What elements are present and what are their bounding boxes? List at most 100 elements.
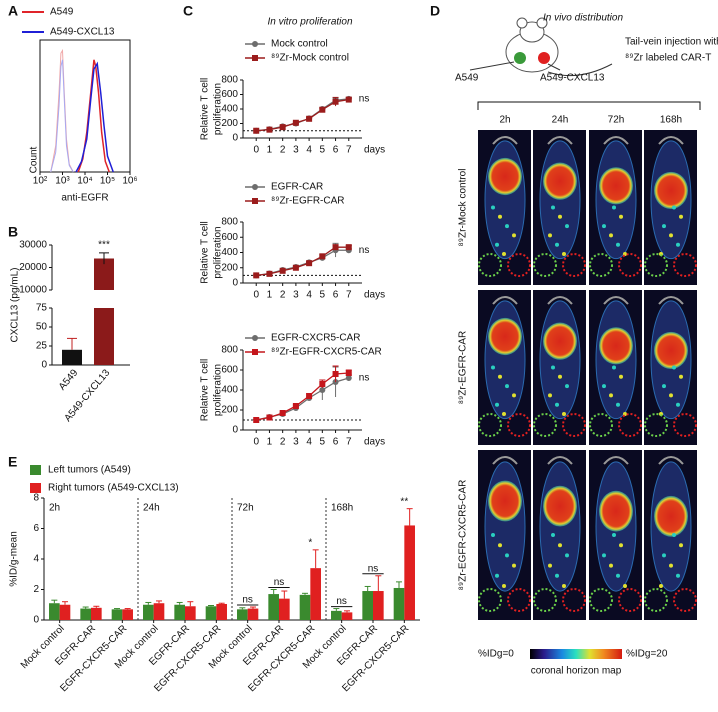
bar — [216, 603, 227, 620]
bar — [91, 607, 102, 620]
legend-marker — [252, 41, 258, 47]
uptake-spot — [662, 224, 666, 229]
uptake-spot — [502, 412, 506, 416]
uptake-spot — [505, 553, 509, 558]
y-tick-label: 8 — [33, 493, 39, 504]
uptake-spot — [548, 233, 552, 238]
bar — [404, 525, 415, 620]
x-tick-label: 2 — [280, 290, 286, 301]
right-tumor — [562, 253, 586, 277]
x-tick-label: 10⁵ — [100, 176, 115, 187]
left-tumor — [478, 588, 502, 612]
bar — [393, 587, 405, 620]
uptake-spot — [616, 573, 620, 578]
y-axis-label: Relative T cell — [200, 221, 211, 283]
mouse-head — [658, 296, 684, 305]
pet-image — [478, 450, 531, 620]
left-tumor — [533, 588, 557, 612]
y-tick-label: 0 — [41, 360, 47, 371]
y-tick-label: 800 — [221, 345, 238, 356]
y-tick-label: 200 — [221, 405, 238, 416]
uptake-spot — [562, 252, 566, 256]
histogram-curve — [50, 48, 74, 173]
right-tumor — [673, 588, 697, 612]
left-tumor — [644, 588, 668, 612]
y-tick-label: 400 — [221, 247, 238, 258]
x-tick-label: A549 — [57, 367, 81, 392]
time-label: 24h — [552, 115, 569, 126]
mouse-head — [492, 456, 518, 465]
uptake-spot — [558, 543, 562, 548]
mouse-head — [492, 296, 518, 305]
mouse-head — [547, 296, 573, 305]
data-point — [253, 417, 260, 423]
bar — [174, 604, 185, 620]
data-point — [279, 267, 286, 274]
uptake-spot — [548, 393, 552, 398]
uptake-spot — [502, 584, 506, 588]
bar — [59, 604, 71, 620]
uptake-spot — [495, 402, 499, 407]
y-axis-label: proliferation — [213, 83, 224, 135]
uptake-spot — [558, 214, 562, 219]
uptake-spot — [558, 374, 562, 379]
data-point — [332, 371, 339, 377]
bar-upper — [94, 258, 114, 290]
significance: ns — [359, 245, 370, 256]
mouse-body — [539, 140, 581, 260]
x-tick-label: 3 — [293, 145, 299, 156]
uptake-hot — [599, 167, 633, 205]
significance: *** — [98, 240, 110, 251]
y-tick-label: 400 — [221, 104, 238, 115]
data-point — [266, 126, 273, 133]
uptake-spot — [495, 242, 499, 247]
mouse-head — [603, 296, 629, 305]
x-tick-label: 0 — [253, 437, 259, 448]
uptake-hot — [543, 485, 577, 527]
mouse-head — [492, 136, 518, 145]
colorbar-max: %IDg=20 — [626, 649, 668, 660]
x-tick-label: 6 — [333, 290, 339, 301]
y-axis-label: Relative T cell — [200, 359, 211, 421]
left-tumor — [478, 413, 502, 437]
y-axis-label: %ID/g-mean — [9, 531, 20, 587]
uptake-spot — [623, 584, 627, 588]
y-tick-label: 30000 — [19, 240, 47, 251]
pet-image — [644, 450, 697, 620]
data-point — [292, 403, 299, 409]
uptake-spot — [562, 584, 566, 588]
legend-label: EGFR-CXCR5-CAR — [271, 333, 360, 344]
pet-image — [589, 450, 642, 620]
data-point — [266, 414, 273, 421]
x-tick-label: 4 — [306, 290, 312, 301]
uptake-spot — [609, 233, 613, 238]
legend-swatch — [30, 465, 41, 475]
x-axis-label: days — [364, 437, 385, 448]
uptake-spot — [662, 384, 666, 389]
y-tick-label: 400 — [221, 385, 238, 396]
bar — [80, 608, 91, 620]
bar — [185, 606, 196, 620]
bar — [62, 349, 82, 365]
x-axis-label: anti-EGFR — [61, 193, 108, 204]
significance: * — [308, 537, 312, 548]
panel-label: C — [183, 3, 193, 19]
uptake-hot — [543, 322, 577, 360]
data-point — [332, 244, 339, 251]
y-tick-label: 800 — [221, 75, 238, 86]
uptake-hot — [654, 495, 688, 537]
chart-title: In vitro proliferation — [267, 17, 352, 28]
time-label: 72h — [608, 115, 625, 126]
x-tick-label: 0 — [253, 290, 259, 301]
panel-title: In vivo distribution — [543, 13, 623, 24]
uptake-hot — [488, 480, 522, 522]
row-label: ⁸⁹Zr-Mock control — [458, 169, 469, 247]
right-tumor — [618, 253, 642, 277]
y-tick-label: 20000 — [19, 262, 47, 273]
bar — [279, 598, 290, 620]
x-tick-label: 4 — [306, 145, 312, 156]
significance: ns — [274, 577, 285, 588]
data-point — [292, 264, 299, 271]
right-tumor — [673, 413, 697, 437]
bar — [268, 594, 279, 620]
